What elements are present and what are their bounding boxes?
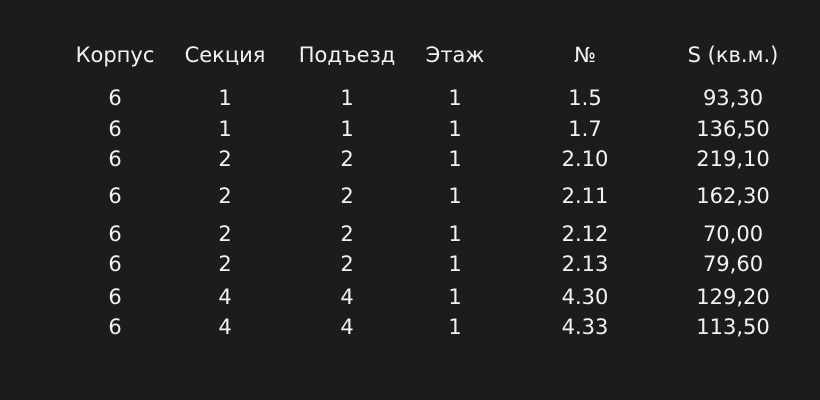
table-cell: 4.30 [561, 285, 609, 309]
table-cell: 6 [108, 222, 122, 246]
column-header: Секция [184, 43, 266, 67]
table-cell: 2 [340, 147, 354, 171]
table-cell: 2 [218, 147, 232, 171]
table-row: 6 4 4 1 4.30 129,20 [0, 282, 820, 312]
table-row: 6 2 2 1 2.10 219,10 [0, 144, 820, 174]
table-row: 6 2 2 1 2.12 70,00 [0, 219, 820, 249]
table-cell: 219,10 [696, 147, 770, 171]
column-header: Подъезд [298, 43, 396, 67]
table-cell: 2.11 [561, 184, 609, 208]
table-cell: 1 [218, 117, 232, 141]
table-cell: 4 [340, 285, 354, 309]
column-header: Этаж [425, 43, 485, 67]
table-row: 6 2 2 1 2.13 79,60 [0, 249, 820, 279]
table-cell: 2.10 [561, 147, 609, 171]
table-cell: 2 [218, 184, 232, 208]
table-cell: 136,50 [696, 117, 770, 141]
table-cell: 2 [340, 252, 354, 276]
table-cell: 1.5 [568, 86, 602, 110]
table-cell: 4.33 [561, 315, 609, 339]
table-cell: 2.12 [561, 222, 609, 246]
table-cell: 79,60 [702, 252, 764, 276]
table-cell: 6 [108, 117, 122, 141]
table-cell: 1.7 [568, 117, 602, 141]
table-row: 6 1 1 1 1.5 93,30 [0, 83, 820, 113]
table-cell: 4 [218, 285, 232, 309]
table-cell: 1 [448, 285, 462, 309]
table-row: 6 1 1 1 1.7 136,50 [0, 114, 820, 144]
table-cell: 1 [448, 184, 462, 208]
table-cell: 162,30 [696, 184, 770, 208]
column-header: S (кв.м.) [687, 43, 779, 67]
table-cell: 6 [108, 147, 122, 171]
table-cell: 4 [340, 315, 354, 339]
table-cell: 6 [108, 86, 122, 110]
table-cell: 6 [108, 184, 122, 208]
table-cell: 6 [108, 285, 122, 309]
table-cell: 1 [448, 222, 462, 246]
table-cell: 1 [448, 252, 462, 276]
table-cell: 1 [218, 86, 232, 110]
table-header-row: Корпус Секция Подъезд Этаж № S (кв.м.) [0, 40, 820, 70]
table-cell: 1 [340, 117, 354, 141]
column-header: Корпус [75, 43, 155, 67]
table-cell: 6 [108, 315, 122, 339]
table-cell: 70,00 [702, 222, 764, 246]
table-cell: 113,50 [696, 315, 770, 339]
table-cell: 1 [448, 86, 462, 110]
table-row: 6 4 4 1 4.33 113,50 [0, 312, 820, 342]
table-cell: 2 [340, 184, 354, 208]
table-cell: 1 [448, 117, 462, 141]
table-cell: 4 [218, 315, 232, 339]
table-cell: 2 [218, 252, 232, 276]
table-cell: 129,20 [696, 285, 770, 309]
table-row: 6 2 2 1 2.11 162,30 [0, 181, 820, 211]
table-cell: 93,30 [702, 86, 764, 110]
column-header: № [574, 43, 596, 67]
table-cell: 2.13 [561, 252, 609, 276]
table-cell: 2 [218, 222, 232, 246]
table-cell: 1 [448, 147, 462, 171]
table-cell: 1 [340, 86, 354, 110]
table-cell: 2 [340, 222, 354, 246]
table-cell: 6 [108, 252, 122, 276]
table-cell: 1 [448, 315, 462, 339]
